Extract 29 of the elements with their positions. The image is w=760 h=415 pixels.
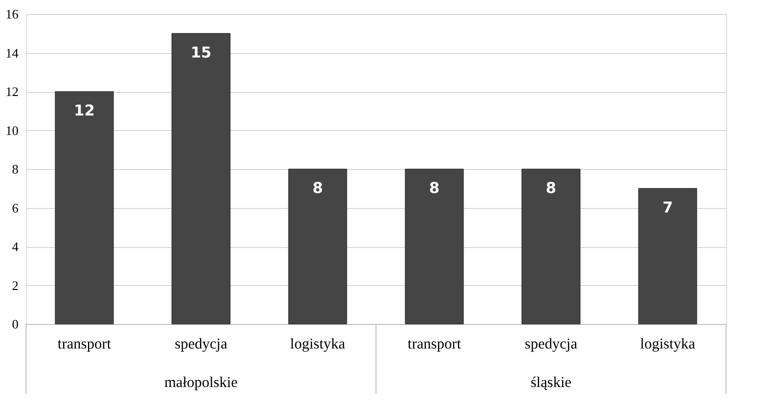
x-tick-label: transport xyxy=(408,336,462,352)
text: śląskie xyxy=(530,375,572,391)
y-tick-label: 14 xyxy=(6,45,19,60)
bar xyxy=(288,168,348,324)
y-tick-label: 4 xyxy=(12,239,19,254)
data-label: 12 xyxy=(74,102,95,120)
x-tick-label: transport xyxy=(58,336,112,352)
data-label: 7 xyxy=(662,198,673,216)
y-tick-label: 8 xyxy=(12,162,18,176)
y-tick-label: 6 xyxy=(12,200,19,216)
bar xyxy=(404,168,464,324)
bar xyxy=(172,33,230,324)
data-label: 15 xyxy=(190,43,212,62)
y-tick-label: 0 xyxy=(12,316,18,332)
y-tick-label: 12 xyxy=(6,84,18,99)
x-tick-label: logistyka xyxy=(290,336,346,352)
y-tick-label: 16 xyxy=(6,6,19,22)
bar xyxy=(54,91,114,324)
data-label: 8 xyxy=(312,179,323,197)
x-tick-label: logistyka xyxy=(640,336,696,352)
x-tick-label: spedycja xyxy=(174,336,228,352)
x-tick-label: spedycja xyxy=(524,336,578,352)
y-tick-label: 10 xyxy=(6,122,18,138)
y-tick-label: 2 xyxy=(12,278,18,293)
data-label: 8 xyxy=(546,179,556,197)
bar xyxy=(638,188,698,324)
bar xyxy=(522,168,580,324)
text: małopolskie xyxy=(164,375,238,391)
data-label: 8 xyxy=(429,179,440,197)
